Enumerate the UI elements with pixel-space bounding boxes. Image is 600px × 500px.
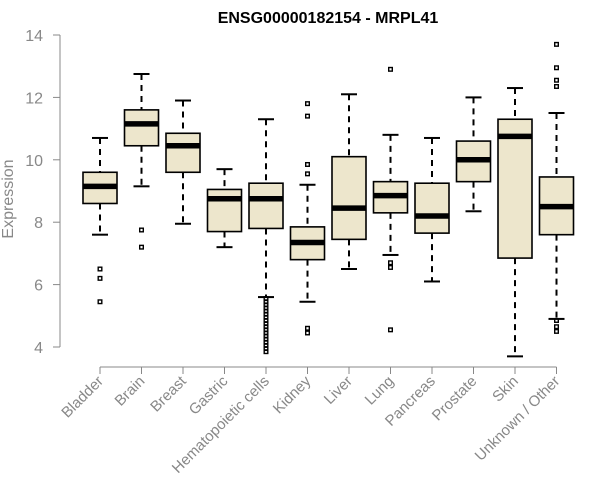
outlier-unknown-other xyxy=(554,324,560,330)
x-tick-label-breast: Breast xyxy=(147,372,190,415)
outlier-bladder xyxy=(97,275,103,281)
boxes-group xyxy=(82,41,575,358)
outlier-hematopoietic-cells xyxy=(263,349,269,355)
y-tick-label: 6 xyxy=(34,278,43,295)
box-group-prostate xyxy=(455,96,492,213)
x-tick-label-brain: Brain xyxy=(112,373,149,410)
x-tick-label-liver: Liver xyxy=(321,373,356,408)
box-brain xyxy=(123,109,160,147)
outlier-kidney xyxy=(305,330,311,336)
outlier-bladder xyxy=(97,266,103,272)
outlier-lung xyxy=(388,260,394,266)
box-group-breast xyxy=(165,99,201,225)
outlier-unknown-other xyxy=(554,83,560,89)
outlier-kidney xyxy=(305,113,311,119)
chart-title: ENSG00000182154 - MRPL41 xyxy=(218,10,439,27)
outlier-unknown-other xyxy=(554,41,560,47)
x-tick-label-skin: Skin xyxy=(489,373,522,406)
y-axis: 4 6 8 10 12 14 xyxy=(25,28,61,357)
y-tick-label: 14 xyxy=(25,28,43,45)
box-group-gastric xyxy=(206,168,243,249)
y-tick-label: 8 xyxy=(34,215,43,232)
outlier-brain xyxy=(138,227,144,233)
x-tick-label-kidney: Kidney xyxy=(270,372,315,417)
outlier-unknown-other xyxy=(554,77,560,83)
box-group-bladder xyxy=(82,136,118,305)
outlier-bladder xyxy=(97,299,103,305)
box-group-kidney xyxy=(289,101,326,336)
outlier-kidney xyxy=(305,325,311,331)
outlier-unknown-other xyxy=(554,65,560,71)
outlier-unknown-other xyxy=(554,317,560,323)
box-breast xyxy=(165,132,201,174)
x-tick-label-bladder: Bladder xyxy=(58,373,107,422)
outlier-lung xyxy=(388,264,394,270)
box-group-liver xyxy=(331,93,367,270)
box-gastric xyxy=(206,188,243,233)
x-tick-label-lung: Lung xyxy=(362,373,398,409)
outlier-unknown-other xyxy=(554,328,560,334)
box-skin xyxy=(497,118,533,259)
box-group-skin xyxy=(497,87,533,358)
box-group-hematopoietic-cells xyxy=(248,118,284,355)
y-tick-label: 12 xyxy=(25,90,43,107)
box-liver xyxy=(331,155,367,241)
outlier-brain xyxy=(138,244,144,250)
y-tick-label: 10 xyxy=(25,153,43,170)
box-group-brain xyxy=(123,73,160,250)
outlier-kidney xyxy=(305,171,311,177)
outlier-lung xyxy=(388,66,394,72)
y-axis-title: Expression xyxy=(0,159,17,238)
box-group-unknown-other xyxy=(538,41,575,334)
outlier-kidney xyxy=(305,161,311,167)
x-tick-label-prostate: Prostate xyxy=(429,373,481,425)
y-tick-label: 4 xyxy=(34,340,43,357)
box-group-pancreas xyxy=(414,136,450,283)
box-hematopoietic-cells xyxy=(248,182,284,230)
outlier-lung xyxy=(388,327,394,333)
box-group-lung xyxy=(372,66,409,333)
box-pancreas xyxy=(414,182,450,234)
outlier-kidney xyxy=(305,101,311,107)
